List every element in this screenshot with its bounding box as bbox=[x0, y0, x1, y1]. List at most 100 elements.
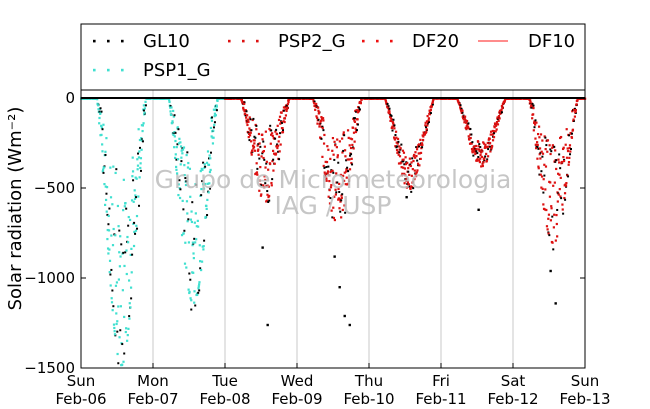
data-point bbox=[545, 225, 549, 228]
data-point bbox=[475, 148, 478, 151]
data-point-gl10 bbox=[279, 132, 282, 135]
data-point bbox=[252, 145, 256, 148]
data-point-gl10 bbox=[336, 181, 339, 184]
data-point bbox=[246, 114, 249, 117]
axes-frame bbox=[80, 88, 586, 369]
data-point bbox=[388, 112, 391, 115]
data-point bbox=[176, 126, 179, 129]
data-point bbox=[207, 191, 210, 194]
data-point bbox=[176, 158, 180, 161]
data-point-gl10 bbox=[109, 273, 112, 276]
data-point bbox=[260, 193, 263, 196]
data-point-gl10 bbox=[250, 129, 253, 132]
data-point bbox=[494, 124, 498, 127]
data-point bbox=[462, 115, 465, 118]
data-point bbox=[478, 149, 481, 153]
data-point-gl10 bbox=[117, 362, 120, 365]
data-point bbox=[265, 160, 268, 163]
data-point bbox=[360, 98, 363, 101]
data-point bbox=[105, 186, 109, 189]
data-point bbox=[105, 210, 108, 213]
data-point bbox=[415, 175, 418, 178]
data-point bbox=[503, 100, 506, 103]
data-point-gl10 bbox=[252, 117, 255, 120]
data-point bbox=[331, 136, 335, 140]
data-point bbox=[185, 266, 188, 269]
data-point bbox=[189, 297, 192, 300]
data-point bbox=[184, 241, 187, 244]
data-point bbox=[398, 145, 401, 148]
data-point-gl10 bbox=[390, 114, 393, 117]
data-point-gl10 bbox=[567, 175, 570, 178]
data-point bbox=[562, 159, 566, 163]
data-point bbox=[107, 214, 110, 218]
data-point bbox=[188, 290, 191, 293]
data-point bbox=[332, 153, 335, 156]
data-point bbox=[559, 176, 562, 179]
data-point bbox=[416, 169, 419, 172]
data-point bbox=[400, 161, 403, 164]
data-point bbox=[541, 152, 545, 155]
data-point bbox=[248, 116, 251, 119]
data-point bbox=[347, 136, 350, 140]
x-tick-label-day: Wed bbox=[281, 372, 314, 390]
data-point bbox=[258, 142, 261, 145]
data-point-gl10 bbox=[391, 129, 394, 132]
x-tick-label-date: Feb-10 bbox=[343, 390, 394, 408]
data-point bbox=[274, 152, 278, 155]
data-point-gl10 bbox=[340, 199, 343, 202]
data-point bbox=[168, 99, 171, 102]
data-point bbox=[532, 113, 535, 116]
data-point bbox=[563, 192, 567, 195]
data-point bbox=[281, 127, 284, 130]
data-point bbox=[185, 153, 188, 157]
data-point bbox=[565, 156, 569, 159]
data-point bbox=[261, 138, 264, 141]
data-point-gl10 bbox=[244, 114, 247, 117]
data-point bbox=[281, 131, 285, 134]
data-point bbox=[406, 181, 409, 184]
data-point bbox=[134, 194, 137, 197]
data-point bbox=[287, 101, 290, 104]
data-point bbox=[476, 159, 479, 162]
data-point bbox=[127, 215, 130, 219]
data-point-gl10 bbox=[183, 229, 186, 232]
data-point bbox=[403, 172, 406, 175]
data-point bbox=[259, 194, 263, 197]
data-point bbox=[555, 222, 558, 226]
data-point bbox=[394, 145, 397, 148]
data-point bbox=[346, 158, 349, 161]
data-points bbox=[80, 97, 587, 367]
data-point bbox=[419, 138, 422, 141]
data-point bbox=[344, 155, 347, 158]
data-point bbox=[212, 108, 216, 111]
data-point bbox=[257, 153, 260, 156]
data-point bbox=[532, 107, 535, 110]
data-point bbox=[563, 196, 566, 200]
data-point bbox=[404, 156, 407, 159]
data-point bbox=[340, 196, 343, 200]
data-point bbox=[474, 151, 477, 154]
data-point bbox=[325, 160, 329, 164]
data-point-gl10 bbox=[104, 153, 107, 156]
data-point bbox=[353, 140, 356, 143]
data-point bbox=[529, 99, 532, 102]
data-point bbox=[130, 271, 133, 274]
data-point bbox=[245, 121, 248, 124]
data-point bbox=[574, 108, 577, 112]
data-point-gl10 bbox=[119, 329, 122, 332]
data-point bbox=[574, 110, 577, 114]
data-point bbox=[416, 145, 419, 148]
data-point bbox=[359, 102, 362, 105]
data-point bbox=[337, 197, 340, 200]
data-point-gl10 bbox=[323, 166, 326, 169]
data-point bbox=[573, 109, 576, 112]
data-point bbox=[495, 121, 499, 124]
data-point-gl10 bbox=[545, 144, 548, 147]
data-point-gl10 bbox=[120, 243, 123, 246]
data-point bbox=[208, 170, 212, 174]
data-point bbox=[339, 198, 342, 201]
data-point bbox=[327, 148, 330, 151]
data-point bbox=[129, 286, 133, 289]
data-point bbox=[401, 172, 404, 175]
